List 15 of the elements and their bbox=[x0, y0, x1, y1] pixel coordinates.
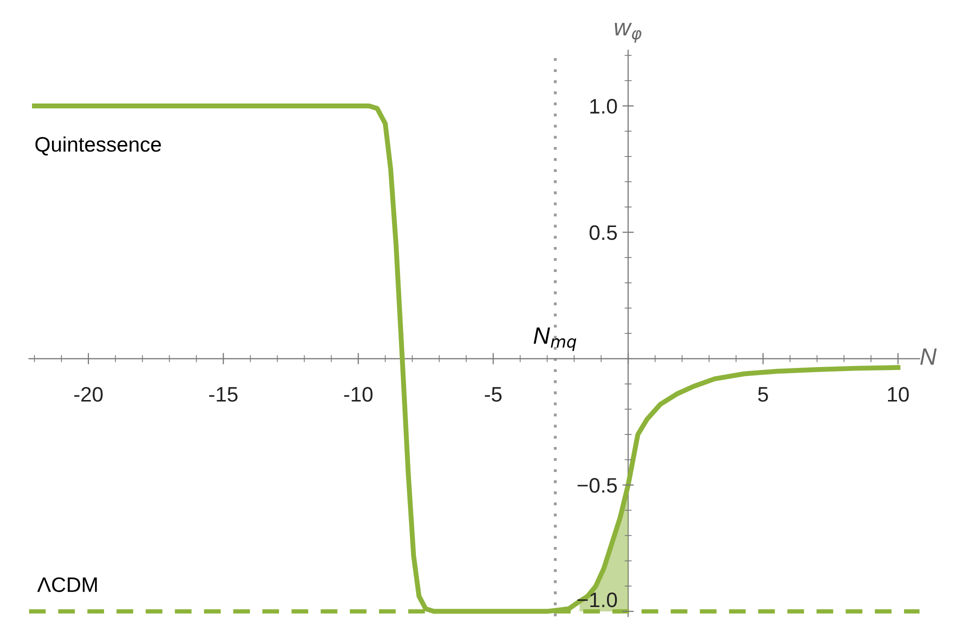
x-tick-label: 10 bbox=[888, 386, 909, 402]
x-tick-label: -20 bbox=[74, 386, 103, 402]
y-axis-title: w$_{φ}$ bbox=[614, 22, 642, 43]
x-tick-label: -10 bbox=[344, 386, 373, 402]
x-tick-label: -15 bbox=[209, 387, 238, 402]
ref-line-label: ΛCDM bbox=[37, 577, 97, 592]
y-tick-label: −1.0 bbox=[578, 592, 617, 608]
y-tick-label: −0.5 bbox=[578, 478, 617, 493]
ref-line-label: N$_{mq}$ bbox=[534, 327, 576, 351]
y-tick-label: 1.0 bbox=[590, 98, 617, 114]
x-axis-title: N bbox=[920, 348, 937, 365]
x-tick-label: 5 bbox=[758, 387, 768, 402]
x-tick-label: -5 bbox=[484, 387, 502, 402]
y-tick-label: 0.5 bbox=[590, 225, 617, 240]
annotation: Quintessence bbox=[35, 136, 161, 156]
